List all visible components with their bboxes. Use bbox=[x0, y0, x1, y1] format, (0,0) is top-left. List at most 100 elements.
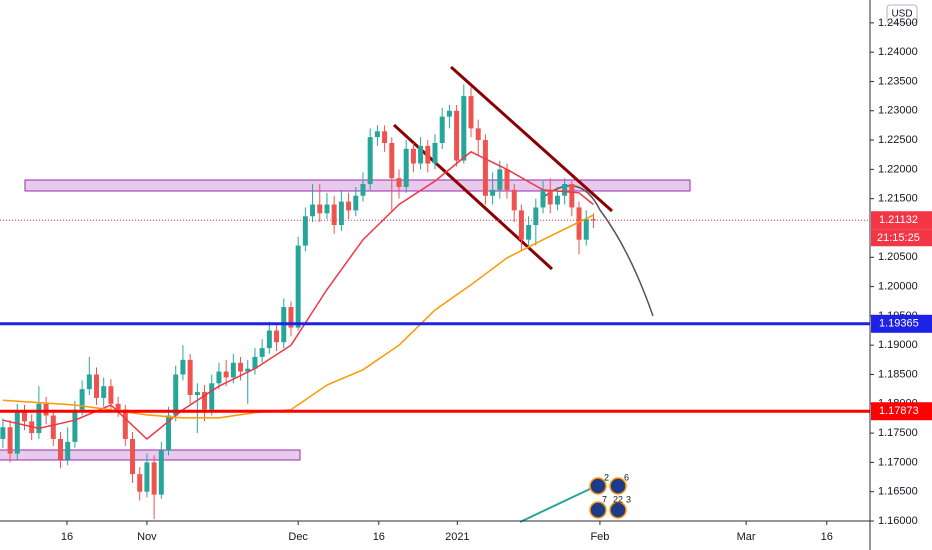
y-tick-label: 1.23500 bbox=[878, 75, 918, 87]
y-tick-label: 1.24000 bbox=[878, 46, 918, 58]
y-tick-label: 1.17000 bbox=[878, 456, 918, 468]
candle-body bbox=[43, 403, 49, 416]
candle-body bbox=[122, 409, 128, 439]
x-tick-label: 2021 bbox=[445, 531, 469, 543]
y-tick-label: 1.20000 bbox=[878, 280, 918, 292]
candle-body bbox=[50, 415, 56, 439]
candle-body bbox=[583, 219, 589, 240]
currency-button[interactable] bbox=[886, 4, 918, 24]
plot bbox=[0, 84, 870, 520]
candle-body bbox=[101, 386, 107, 398]
candle-body bbox=[14, 412, 20, 454]
candle-body bbox=[252, 356, 258, 369]
scale-labels: 1.24500 1.24000 1.23500 1.23000 1.22500 1.220… bbox=[61, 17, 932, 543]
x-tick-label: Dec bbox=[288, 531, 308, 543]
moving-average bbox=[2, 214, 594, 419]
candle-body bbox=[360, 184, 366, 196]
candle-body bbox=[533, 207, 539, 226]
candle-body bbox=[115, 403, 121, 410]
candle-body bbox=[353, 195, 359, 211]
candle-body bbox=[173, 374, 179, 416]
candle-body bbox=[490, 189, 496, 196]
currency-label: USD bbox=[891, 9, 912, 20]
candle-body bbox=[576, 207, 582, 240]
moving-average bbox=[2, 150, 594, 440]
y-tick-label: 1.16000 bbox=[878, 515, 918, 527]
y-tick-label: 1.23000 bbox=[878, 105, 918, 117]
candle-body bbox=[526, 225, 532, 240]
x-tick-label: Nov bbox=[137, 531, 157, 543]
candle-body bbox=[410, 148, 416, 164]
candle-body bbox=[57, 438, 63, 460]
indicator-line bbox=[519, 487, 593, 523]
candle-body bbox=[209, 383, 215, 410]
candle-body bbox=[461, 96, 467, 161]
candle-body bbox=[72, 409, 78, 442]
price-scale bbox=[870, 0, 932, 550]
candle-body bbox=[446, 110, 452, 117]
candle-body bbox=[108, 386, 114, 404]
candle-body bbox=[187, 359, 193, 395]
candle-body bbox=[21, 412, 27, 422]
candle-body bbox=[259, 348, 265, 357]
candle-body bbox=[7, 427, 13, 454]
candle-body bbox=[454, 110, 460, 161]
candle-body bbox=[194, 392, 200, 395]
candle-body bbox=[331, 204, 337, 226]
candle-body bbox=[475, 128, 481, 141]
event-icon[interactable] bbox=[609, 501, 627, 519]
x-tick-label: Mar bbox=[737, 531, 756, 543]
countdown-label: 21:15:25 bbox=[877, 232, 920, 244]
candle-body bbox=[389, 142, 395, 179]
event-icon[interactable] bbox=[589, 477, 607, 495]
candle-body bbox=[310, 204, 316, 217]
y-tick-label: 1.17500 bbox=[878, 427, 918, 439]
y-tick-label: 1.21500 bbox=[878, 193, 918, 205]
candle-body bbox=[130, 438, 136, 475]
price-tag-label: 1.21132 bbox=[879, 214, 918, 226]
event-count: 2 bbox=[604, 472, 609, 482]
y-tick-label: 1.20500 bbox=[878, 251, 918, 263]
candle-body bbox=[79, 389, 85, 410]
event-icon[interactable] bbox=[609, 477, 627, 495]
event-count: 7 bbox=[602, 494, 607, 504]
candle-body bbox=[223, 371, 229, 378]
x-tick-label: 16 bbox=[821, 531, 833, 543]
x-tick-label: Feb bbox=[590, 531, 609, 543]
candle-body bbox=[425, 145, 431, 164]
candle-body bbox=[396, 178, 402, 187]
candle-body bbox=[382, 131, 388, 143]
zone-lower bbox=[0, 449, 301, 461]
candle-body bbox=[547, 189, 553, 205]
candle-body bbox=[554, 195, 560, 205]
y-tick-label: 1.24500 bbox=[878, 17, 918, 29]
candle-body bbox=[338, 201, 344, 226]
x-tick-label: 16 bbox=[61, 531, 73, 543]
candle-body bbox=[562, 184, 568, 196]
candle-body bbox=[36, 403, 42, 434]
event-icon[interactable] bbox=[589, 501, 607, 519]
candle-body bbox=[590, 219, 596, 221]
candle-body bbox=[151, 462, 157, 495]
price-tag bbox=[871, 211, 932, 230]
candle-body bbox=[86, 374, 92, 390]
candle-body bbox=[374, 131, 380, 138]
candle-body bbox=[317, 204, 323, 214]
y-tick-label: 1.19000 bbox=[878, 339, 918, 351]
candle-body bbox=[439, 116, 445, 143]
price-tag-label: 1.17873 bbox=[879, 405, 919, 417]
candle-body bbox=[432, 142, 438, 164]
candle-body bbox=[94, 374, 100, 398]
candle-body bbox=[65, 441, 71, 460]
y-tick-label: 1.16500 bbox=[878, 486, 918, 498]
price-tag bbox=[871, 402, 932, 421]
candle-body bbox=[346, 201, 352, 211]
event-count: 3 bbox=[626, 494, 631, 504]
candle-body bbox=[468, 96, 474, 129]
y-tick-label: 1.22000 bbox=[878, 163, 918, 175]
candle-body bbox=[158, 450, 164, 495]
candle-body bbox=[202, 392, 208, 410]
candle-body bbox=[166, 415, 172, 451]
countdown-tag bbox=[871, 229, 932, 247]
price-tag bbox=[871, 314, 932, 333]
